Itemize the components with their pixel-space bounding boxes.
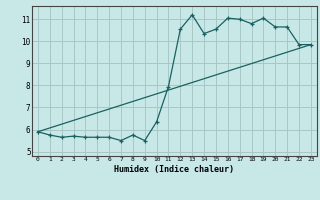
X-axis label: Humidex (Indice chaleur): Humidex (Indice chaleur) [115,165,234,174]
